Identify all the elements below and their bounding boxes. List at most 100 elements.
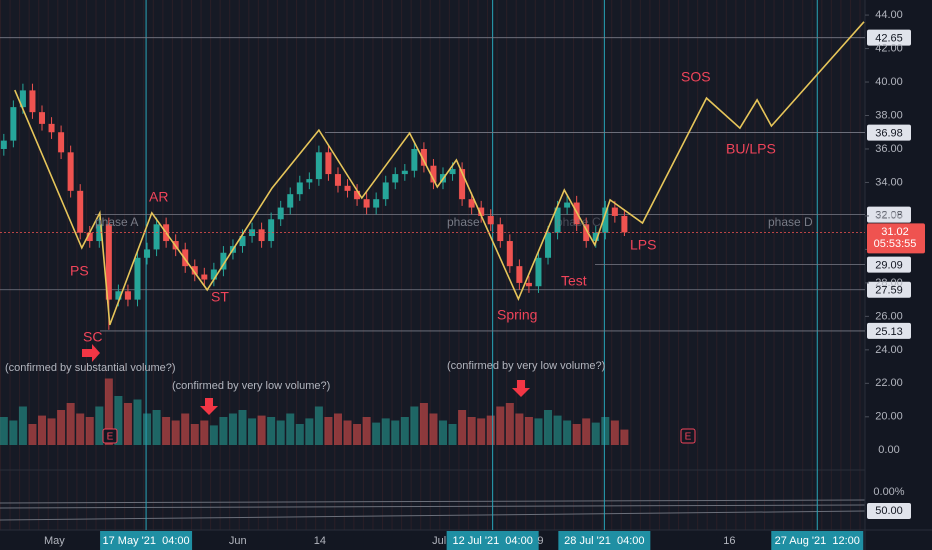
volume-bar xyxy=(582,418,591,445)
volume-bar xyxy=(162,417,171,445)
candle-body xyxy=(478,207,485,216)
level-label: 42.65 xyxy=(875,33,903,45)
x-tick-label: 16 xyxy=(723,535,735,547)
level-label: 27.59 xyxy=(875,285,903,297)
volume-bar xyxy=(209,425,218,445)
level-label-box xyxy=(867,124,911,141)
y-tick-label: 40.00 xyxy=(875,76,903,88)
volume-bar xyxy=(439,420,448,445)
x-tick-label: Jun xyxy=(229,535,247,547)
annotation: phase D xyxy=(768,215,813,229)
x-tick-box xyxy=(558,531,651,550)
annotation: Spring xyxy=(497,307,537,323)
volume-bar xyxy=(181,413,190,445)
event-label: E xyxy=(685,432,692,443)
level-label-box xyxy=(867,29,911,46)
volume-bar xyxy=(419,403,428,445)
volume-bar xyxy=(38,415,47,445)
volume-bar xyxy=(610,420,619,445)
volume-bar xyxy=(152,410,161,445)
annotation: Test xyxy=(561,273,587,289)
arrow xyxy=(82,344,100,362)
volume-bar xyxy=(295,424,304,445)
volume-bar xyxy=(372,422,381,445)
candle-body xyxy=(58,132,65,153)
candle-body xyxy=(449,169,456,175)
candle-body xyxy=(0,140,7,149)
y-tick-label: 36.00 xyxy=(875,143,903,155)
candle-body xyxy=(468,199,475,208)
y-tick-label: 42.00 xyxy=(875,42,903,54)
candle-body xyxy=(334,174,341,186)
level-label: 25.13 xyxy=(875,326,903,338)
indicator-line xyxy=(0,504,866,509)
volume-bar xyxy=(104,378,113,445)
y-tick-label: 24.00 xyxy=(875,344,903,356)
candle-body xyxy=(153,224,160,250)
candle-body xyxy=(124,291,131,300)
x-tick-label: 28 Jul '21 04:00 xyxy=(564,535,644,547)
annotation: SC xyxy=(83,329,102,345)
volume-bar xyxy=(563,420,572,445)
volume-bar xyxy=(238,410,247,445)
level-label-box xyxy=(867,256,911,273)
event-box xyxy=(680,428,696,444)
annotation: (confirmed by very low volume?) xyxy=(447,360,605,372)
volume-bar xyxy=(400,417,409,445)
annotation: PS xyxy=(70,263,89,279)
candle-body xyxy=(105,224,112,300)
y-tick-label: 20.00 xyxy=(875,411,903,423)
volume-bar xyxy=(467,417,476,445)
candle-body xyxy=(268,219,275,242)
candle-body xyxy=(459,169,466,200)
volume-bar xyxy=(314,406,323,445)
x-tick-label: 12 Jul '21 04:00 xyxy=(452,535,532,547)
volume-bar xyxy=(123,403,132,445)
candle-body xyxy=(516,266,523,283)
y-tick-label: 28.00 xyxy=(875,277,903,289)
annotation: ST xyxy=(211,289,229,305)
volume-bar xyxy=(353,424,362,445)
annotation: (confirmed by substantial volume?) xyxy=(5,362,176,374)
price-label: 31.02 xyxy=(881,226,909,238)
candle-body xyxy=(535,257,542,287)
volume-bar xyxy=(343,420,352,445)
volume-bar xyxy=(248,418,257,445)
volume-bar xyxy=(276,420,285,445)
x-tick-box xyxy=(100,531,193,550)
volume-bar xyxy=(496,406,505,445)
candle-body xyxy=(382,182,389,200)
candle-body xyxy=(201,274,208,280)
candle-body xyxy=(621,215,628,233)
candle-body xyxy=(583,224,590,242)
candle-body xyxy=(611,207,618,216)
volume-bar xyxy=(324,417,333,445)
volume-bar xyxy=(257,415,266,445)
y-tick-label: 38.00 xyxy=(875,109,903,121)
x-tick-label: 17 May '21 04:00 xyxy=(103,535,190,547)
arrow xyxy=(512,380,530,397)
y-tick-label: 44.00 xyxy=(875,9,903,21)
candle-body xyxy=(306,179,313,183)
volume-bar xyxy=(572,424,581,445)
annotation: phase xyxy=(447,215,480,229)
volume-bar xyxy=(171,420,180,445)
volume-bar xyxy=(448,424,457,445)
level-label-box xyxy=(867,206,911,223)
candle-body xyxy=(325,152,332,175)
x-tick-label: Jul xyxy=(432,535,446,547)
candle-body xyxy=(77,190,84,233)
level-label: 32.08 xyxy=(875,210,903,222)
candle-body xyxy=(39,112,46,124)
x-tick-label: May xyxy=(44,535,65,547)
volume-bar xyxy=(200,420,209,445)
candle-body xyxy=(487,215,494,225)
candle-body xyxy=(296,182,303,195)
volume-bar xyxy=(362,417,371,445)
candle-body xyxy=(564,202,571,208)
candle-body xyxy=(315,152,322,180)
volume-bar xyxy=(620,429,629,445)
candle-body xyxy=(430,165,437,183)
candle-body xyxy=(10,107,17,141)
volume-bar xyxy=(305,418,314,445)
